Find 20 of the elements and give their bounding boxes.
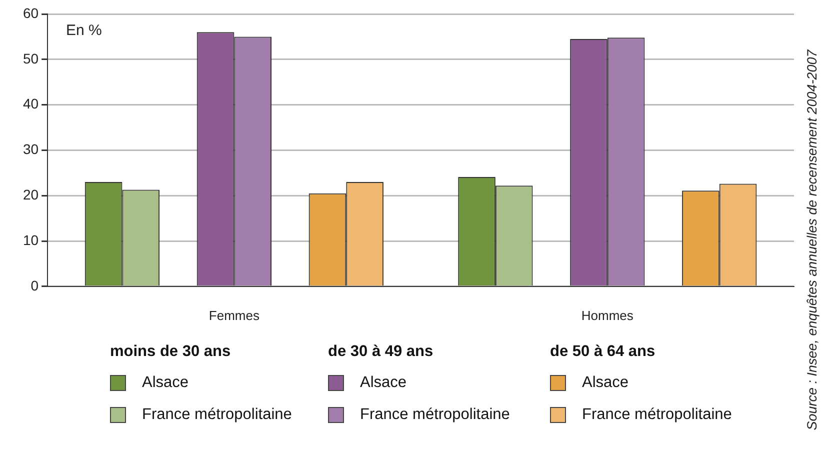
y-tick-label: 0 bbox=[30, 277, 39, 294]
y-tick-label: 20 bbox=[22, 186, 39, 202]
text: de 30 à 49 ans bbox=[328, 343, 434, 361]
y-tick-label: 10 bbox=[22, 232, 39, 248]
text: de 50 à 64 ans bbox=[550, 343, 656, 361]
x-tick-label: Femmes bbox=[208, 308, 260, 323]
y-tick-label: 40 bbox=[22, 96, 39, 112]
source-note: Source : Insee, enquêtes annuelles de recensement 2004-2007 bbox=[804, 50, 820, 430]
legend-label: Alsace bbox=[142, 374, 189, 392]
legend-label: France métropolitaine bbox=[582, 406, 732, 424]
legend-label: France métropolitaine bbox=[142, 406, 292, 424]
legend-label: France métropolitaine bbox=[360, 406, 510, 424]
y-tick-label: 30 bbox=[22, 141, 39, 158]
y-tick-label: 50 bbox=[22, 50, 39, 66]
y-tick-label: 60 bbox=[22, 4, 39, 21]
x-tick-label: Hommes bbox=[581, 308, 634, 323]
legend-label: Alsace bbox=[582, 374, 629, 392]
y-axis-title: En % bbox=[66, 22, 102, 39]
legend-label: Alsace bbox=[360, 374, 407, 392]
text: moins de 30 ans bbox=[110, 343, 232, 361]
